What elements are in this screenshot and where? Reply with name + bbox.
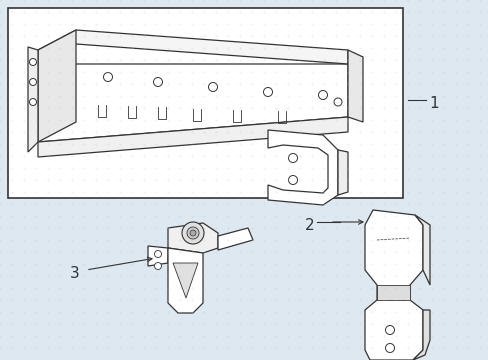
Polygon shape — [412, 310, 429, 360]
Circle shape — [190, 230, 196, 236]
Circle shape — [154, 262, 161, 270]
Polygon shape — [38, 117, 347, 157]
Text: 2: 2 — [305, 217, 314, 233]
Polygon shape — [347, 50, 362, 122]
Circle shape — [333, 98, 341, 106]
Polygon shape — [168, 248, 203, 313]
Polygon shape — [267, 130, 337, 205]
Polygon shape — [38, 30, 76, 142]
Text: 3: 3 — [70, 266, 80, 280]
Polygon shape — [168, 223, 218, 253]
Polygon shape — [376, 285, 409, 300]
Circle shape — [208, 82, 217, 91]
Circle shape — [29, 78, 37, 86]
Polygon shape — [337, 150, 347, 195]
Circle shape — [29, 58, 37, 66]
Polygon shape — [28, 47, 38, 152]
Circle shape — [385, 343, 394, 352]
Polygon shape — [38, 64, 347, 142]
Circle shape — [288, 176, 297, 185]
Circle shape — [385, 325, 394, 334]
Circle shape — [182, 222, 203, 244]
Circle shape — [29, 99, 37, 105]
Circle shape — [154, 251, 161, 257]
Circle shape — [288, 153, 297, 162]
Circle shape — [186, 227, 199, 239]
Polygon shape — [364, 210, 422, 360]
Circle shape — [153, 77, 162, 86]
Polygon shape — [414, 215, 429, 285]
Polygon shape — [218, 228, 252, 250]
Circle shape — [263, 87, 272, 96]
Polygon shape — [148, 246, 168, 266]
Circle shape — [318, 90, 327, 99]
Bar — [8, 8, 402, 198]
Circle shape — [103, 72, 112, 81]
Polygon shape — [173, 263, 198, 298]
Polygon shape — [38, 30, 347, 64]
Text: 1: 1 — [428, 95, 438, 111]
